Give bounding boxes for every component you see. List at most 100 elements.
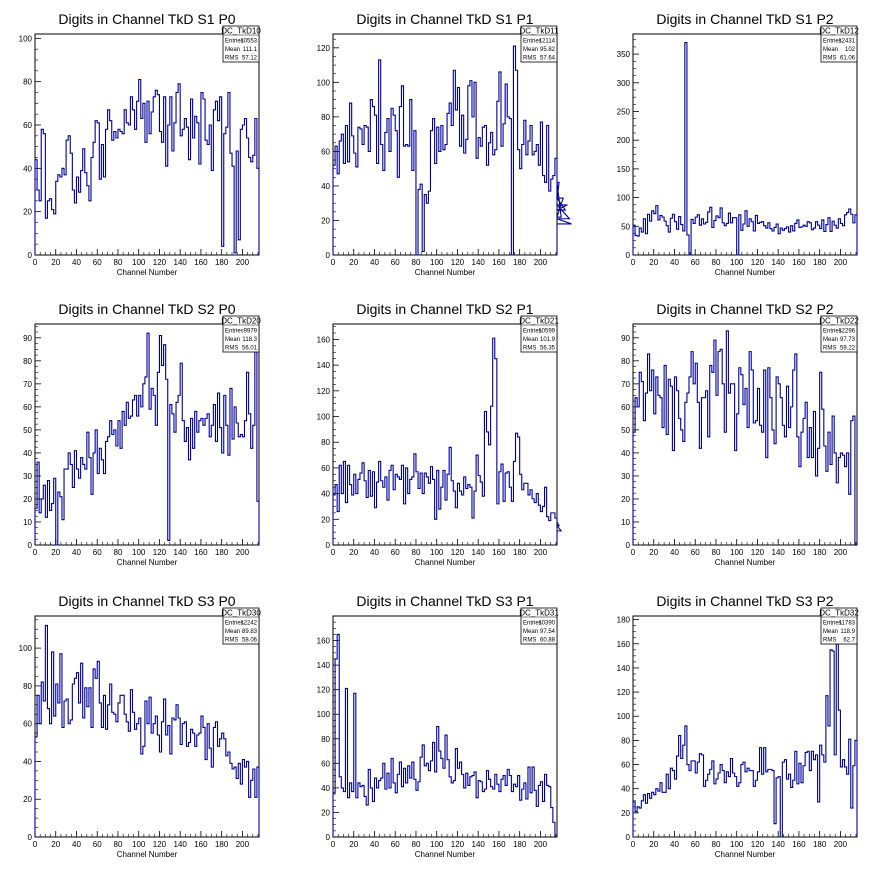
x-tick-label: 20 — [51, 258, 60, 267]
stats-box — [222, 607, 260, 645]
x-tick-label: 100 — [730, 258, 744, 267]
y-tick-label: 90 — [23, 334, 32, 343]
x-tick-label: 160 — [492, 258, 506, 267]
x-tick-label: 160 — [792, 258, 806, 267]
stats-mean-value: 89.83 — [242, 629, 258, 635]
y-tick-label: 120 — [617, 688, 631, 697]
histogram-series — [632, 42, 858, 256]
stats-mean-value: 95.82 — [540, 47, 556, 53]
stats-mean-value: 101.9 — [540, 337, 556, 343]
x-tick-label: 200 — [236, 258, 250, 267]
x-tick-label: 140 — [174, 840, 188, 849]
stats-mean-label: Mean — [823, 629, 838, 635]
x-tick-label: 40 — [370, 258, 379, 267]
x-tick-label: 100 — [132, 840, 146, 849]
y-tick-label: 20 — [23, 795, 32, 804]
y-tick-label-zero: 0 — [326, 251, 331, 260]
stats-entries-value: 12431 — [838, 39, 855, 45]
x-tick-label: 120 — [153, 258, 167, 267]
y-tick-label: 100 — [617, 712, 631, 721]
plot-frame — [34, 323, 260, 546]
x-tick-label: 140 — [174, 548, 188, 557]
stats-entries-label: Entries — [225, 329, 244, 335]
x-tick-label: 20 — [349, 840, 358, 849]
plot-frame — [34, 33, 260, 256]
stats-box — [820, 315, 858, 353]
y-tick-label: 80 — [23, 682, 32, 691]
x-tick-label: 140 — [174, 258, 188, 267]
x-tick-label: 0 — [33, 548, 38, 557]
y-tick-label: 20 — [321, 216, 330, 225]
y-tick-label-zero: 0 — [28, 541, 33, 550]
x-tick-label: 100 — [132, 258, 146, 267]
stats-box — [520, 25, 558, 63]
plot-frame — [632, 33, 858, 256]
y-tick-label: 140 — [617, 664, 631, 673]
x-tick-label: 100 — [430, 258, 444, 267]
y-tick-label: 100 — [317, 710, 331, 719]
x-axis-label: Channel Number — [715, 850, 776, 859]
stats-rms-label: RMS — [523, 56, 536, 62]
x-tick-label: 140 — [772, 840, 786, 849]
stats-entries-value: 10553 — [240, 39, 257, 45]
histogram-series — [332, 337, 563, 545]
y-tick-label: 50 — [23, 426, 32, 435]
x-axis-label: Channel Number — [415, 558, 476, 567]
stats-rms-label: RMS — [823, 56, 836, 62]
x-tick-label: 60 — [391, 840, 400, 849]
y-tick-label-zero: 0 — [28, 833, 33, 842]
stats-entries-label: Entries — [225, 39, 244, 45]
x-tick-label: 0 — [33, 840, 38, 849]
histogram-series — [632, 643, 858, 838]
y-tick-label: 250 — [617, 107, 631, 116]
x-tick-label: 60 — [391, 258, 400, 267]
y-tick-label: 120 — [317, 387, 331, 396]
stats-rms-label: RMS — [823, 638, 836, 644]
stats-name: DC_TkD10 — [221, 27, 261, 36]
stats-rms-value: 58.06 — [242, 638, 258, 644]
histogram-series — [332, 633, 556, 837]
y-tick-label: 100 — [617, 194, 631, 203]
chart-title: Digits in Channel TkD S3 P2 — [656, 593, 833, 609]
chart-title: Digits in Channel TkD S1 P1 — [356, 11, 533, 27]
x-tick-label: 200 — [534, 548, 548, 557]
y-tick-label: 40 — [23, 164, 32, 173]
stats-rms-value: 57.12 — [242, 56, 258, 62]
x-tick-label: 180 — [215, 258, 229, 267]
y-tick-label: 40 — [321, 784, 330, 793]
y-tick-label: 20 — [23, 495, 32, 504]
y-tick-label: 20 — [321, 808, 330, 817]
x-tick-label: 120 — [451, 840, 465, 849]
x-tick-label: 120 — [153, 840, 167, 849]
chart-title: Digits in Channel TkD S3 P0 — [58, 593, 235, 609]
y-tick-label: 80 — [321, 113, 330, 122]
x-tick-label: 20 — [649, 258, 658, 267]
stats-mean-label: Mean — [523, 337, 538, 343]
x-tick-label: 100 — [730, 840, 744, 849]
stats-mean-value: 118.3 — [242, 337, 257, 343]
stats-name: DC_TkD22 — [819, 317, 859, 326]
x-tick-label: 60 — [691, 258, 700, 267]
y-tick-label: 120 — [317, 686, 331, 695]
x-tick-label: 200 — [534, 258, 548, 267]
x-tick-label: 80 — [412, 548, 421, 557]
y-tick-label: 60 — [321, 147, 330, 156]
x-tick-label: 20 — [649, 548, 658, 557]
stats-rms-label: RMS — [523, 346, 536, 352]
x-tick-label: 60 — [691, 548, 700, 557]
x-tick-label: 200 — [834, 548, 848, 557]
y-tick-label-zero: 0 — [626, 251, 631, 260]
x-tick-label: 140 — [772, 548, 786, 557]
x-tick-label: 200 — [834, 840, 848, 849]
x-tick-label: 160 — [194, 548, 208, 557]
stats-box — [820, 607, 858, 645]
x-tick-label: 140 — [472, 548, 486, 557]
x-tick-label: 100 — [430, 840, 444, 849]
x-tick-label: 100 — [430, 548, 444, 557]
stats-mean-label: Mean — [225, 337, 240, 343]
stats-box — [520, 315, 558, 353]
y-tick-label: 150 — [617, 165, 631, 174]
x-tick-label: 120 — [751, 548, 765, 557]
x-tick-label: 160 — [492, 548, 506, 557]
y-tick-label: 160 — [317, 335, 331, 344]
